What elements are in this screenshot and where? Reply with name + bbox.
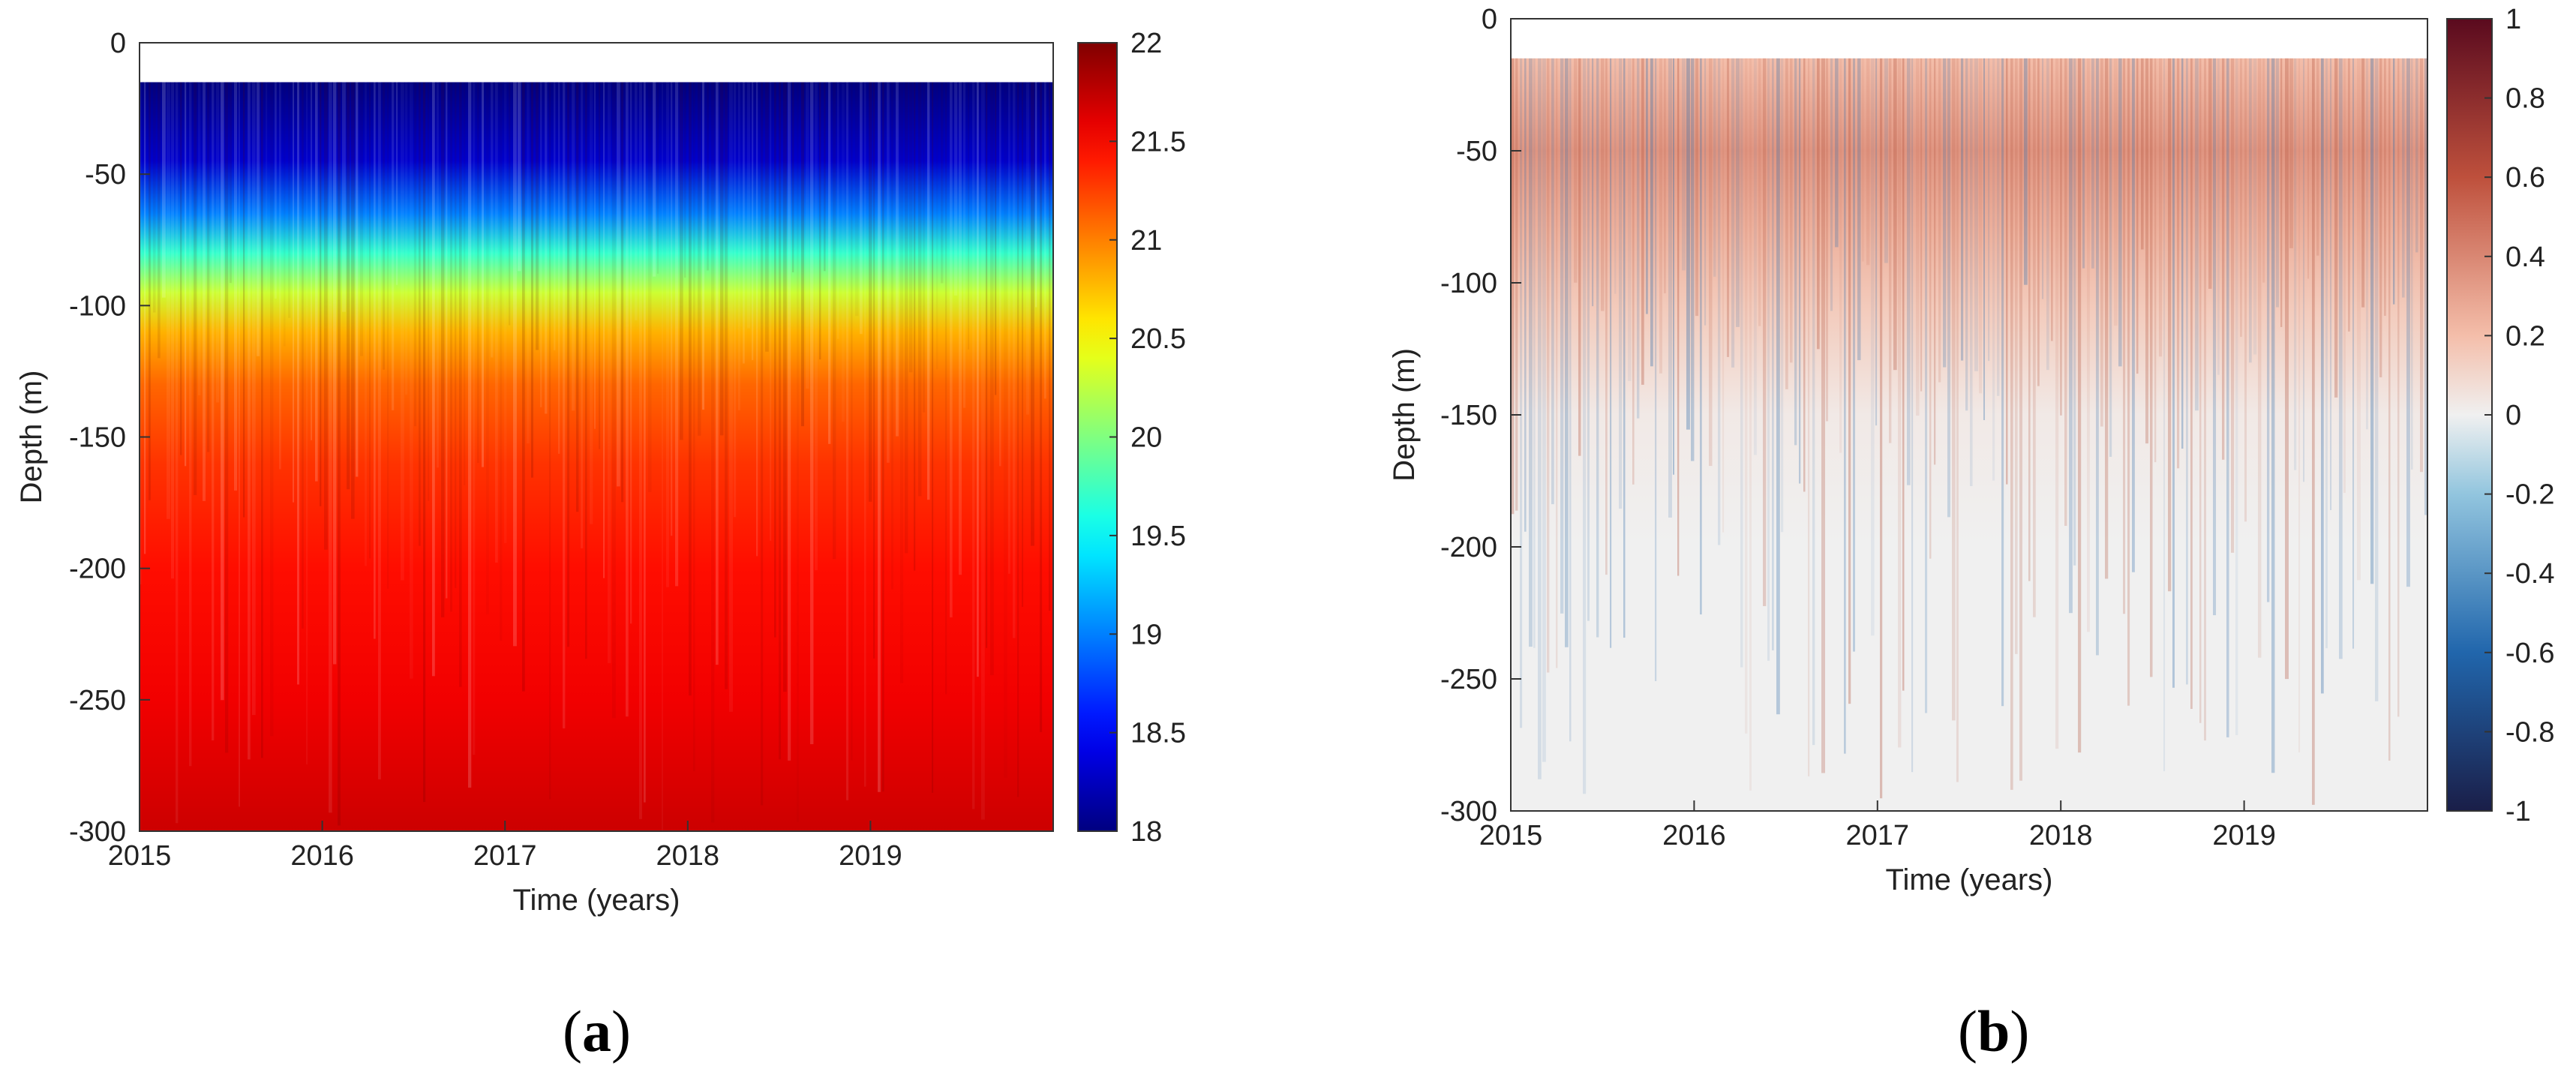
x-tick-label: 2017	[473, 840, 537, 872]
y-tick-label: -250	[1440, 664, 1497, 695]
y-tick-label: -300	[1440, 796, 1497, 827]
panel-a-label: (a)	[563, 998, 631, 1064]
colorbar-tick-label: 18.5	[1130, 718, 1186, 749]
colorbar-tick-label: 19.5	[1130, 521, 1186, 552]
colorbar-tick-label: -0.2	[2505, 479, 2554, 511]
colorbar-tick-label: 0.4	[2505, 242, 2545, 273]
chart-a-svg: 2015 2016 2017 2018 20190-50-100-150-200-250…	[15, 28, 1186, 917]
x-tick-label: 2016	[1662, 820, 1726, 851]
colorbar-tick-label: 0.6	[2505, 162, 2545, 194]
heatmap-field-0	[140, 82, 1053, 832]
panel-a: 2015 2016 2017 2018 2019 0 -50 -100 -150 -200 -250…	[0, 0, 1275, 1078]
colorbar-tick-label: 21.5	[1130, 126, 1186, 158]
y-tick-label: -250	[69, 685, 126, 716]
heatmap-field-1	[1511, 58, 2427, 812]
colorbar-tick-label: 20.5	[1130, 323, 1186, 355]
x-tick-label: 2019	[839, 840, 902, 872]
y-tick-label: -50	[1456, 136, 1497, 167]
colorbar-tick-label: -0.6	[2505, 638, 2554, 669]
x-tick-label: 2019	[2212, 820, 2276, 851]
colorbar-tick-label: -0.8	[2505, 716, 2554, 748]
y-tick-label: -300	[69, 816, 126, 848]
x-axis-title: Time (years)	[1886, 863, 2053, 896]
y-tick-label: -100	[69, 290, 126, 322]
colorbar-tick-label: -0.4	[2505, 558, 2554, 590]
colorbar-tick-label: 20	[1130, 422, 1162, 454]
y-tick-label: 0	[110, 28, 126, 59]
x-tick-label: 2015	[1479, 820, 1543, 851]
x-tick-label: 2018	[656, 840, 720, 872]
panel-b: 2015 2016 2017 2018 2019 0 -50 -100 -150 -200 -250…	[1275, 0, 2576, 1078]
colorbar-tick-label: 1	[2505, 4, 2521, 35]
colorbar-tick-label: 0.2	[2505, 320, 2545, 352]
y-axis-title: Depth (m)	[15, 371, 48, 504]
x-tick-label: 2015	[108, 840, 172, 872]
y-tick-label: -50	[85, 159, 126, 191]
chart-b-svg: 2015 2016 2017 2018 2019 0 -50 -100 -150 -200 -250…	[1388, 4, 2554, 896]
y-axis-title: Depth (m)	[1388, 348, 1421, 482]
y-tick-label: -200	[1440, 532, 1497, 563]
y-tick-label: -150	[1440, 400, 1497, 431]
panel-b-label: (b)	[1958, 998, 2030, 1064]
colorbar-tick-label: 18	[1130, 816, 1162, 848]
colorbar-tick-label: 0.8	[2505, 83, 2545, 115]
x-tick-label: 2018	[2029, 820, 2093, 851]
colorbar-tick-label: 22	[1130, 28, 1162, 59]
y-tick-label: -100	[1440, 268, 1497, 299]
y-tick-label: -150	[69, 422, 126, 454]
colorbar-tick-label: -1	[2505, 796, 2531, 827]
y-tick-label: 0	[1482, 4, 1497, 35]
x-tick-label: 2017	[1846, 820, 1910, 851]
x-tick-label: 2016	[290, 840, 354, 872]
colorbar-tick-label: 19	[1130, 619, 1162, 650]
y-tick-label: -200	[69, 554, 126, 585]
heatmap-texture-1	[1511, 58, 2428, 805]
colorbar-tick-label: 0	[2505, 400, 2521, 431]
colorbar-tick-label: 21	[1130, 225, 1162, 257]
x-axis-title: Time (years)	[513, 884, 680, 917]
heatmap-texture-0	[140, 82, 1051, 826]
